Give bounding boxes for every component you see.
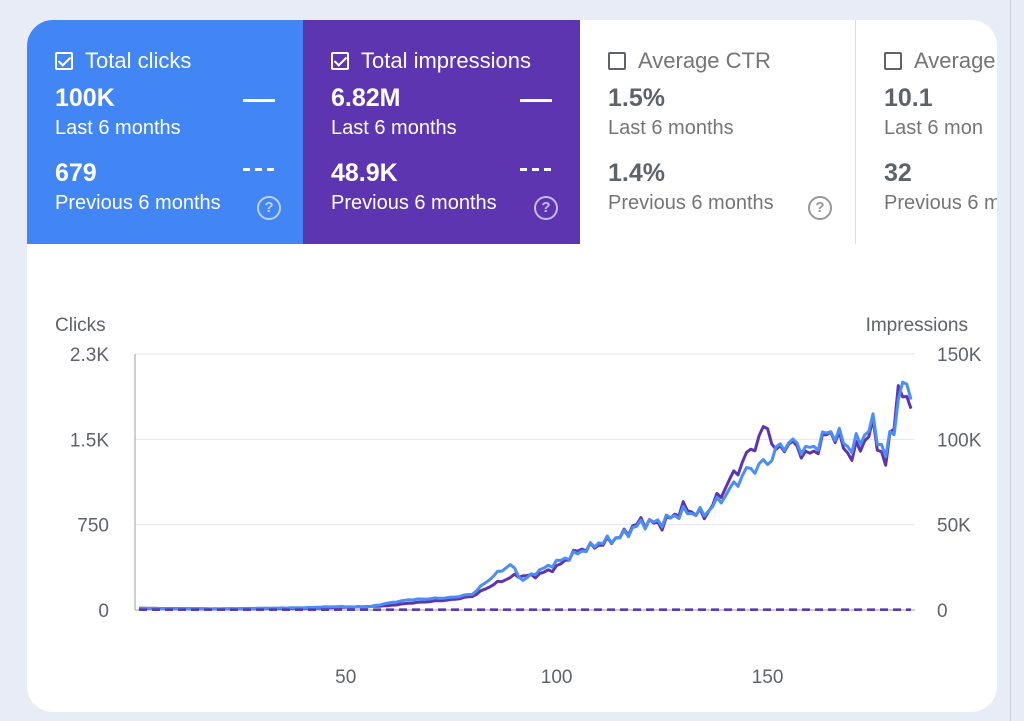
metric-period: Last 6 months bbox=[608, 117, 734, 139]
y-right-axis-label: Impressions bbox=[866, 315, 968, 336]
metric-previous-value: 48.9K bbox=[331, 159, 398, 187]
chart-svg: Clicks Impressions 2.3K 150K 1.5K 100K 750 50… bbox=[55, 315, 982, 688]
metric-value: 6.82M bbox=[331, 84, 401, 112]
metric-label: Average CTR bbox=[638, 48, 771, 73]
y-right-tick-label: 150K bbox=[937, 345, 982, 366]
metric-label: Average bbox=[914, 48, 996, 73]
x-tick-label: 150 bbox=[752, 667, 784, 688]
series-line bbox=[138, 380, 913, 611]
metric-period: Last 6 months bbox=[331, 117, 457, 139]
solid-line-legend-icon bbox=[243, 99, 275, 102]
chart-grid bbox=[134, 353, 915, 611]
window-edge bbox=[1010, 0, 1024, 721]
dashed-line-legend-icon bbox=[243, 168, 275, 171]
x-tick-label: 100 bbox=[541, 667, 573, 688]
metric-label: Total impressions bbox=[361, 48, 531, 73]
metric-tiles: Total clicks 100K Last 6 months 679 Prev… bbox=[27, 20, 997, 244]
help-icon[interactable]: ? bbox=[257, 196, 281, 220]
chart-ticks: 2.3K 150K 1.5K 100K 750 50K 0 0 50 100 150 bbox=[70, 345, 982, 688]
metric-previous-value: 1.4% bbox=[608, 159, 665, 187]
metric-previous-period: Previous 6 months bbox=[331, 192, 497, 214]
metric-tile-total-impressions[interactable]: Total impressions 6.82M Last 6 months 48… bbox=[303, 20, 580, 244]
metric-previous-period: Previous 6 m bbox=[884, 192, 997, 214]
chart-lines bbox=[138, 380, 913, 611]
metric-value: 1.5% bbox=[608, 84, 665, 112]
metric-value: 10.1 bbox=[884, 84, 933, 112]
checkbox-unchecked-icon[interactable] bbox=[884, 52, 902, 70]
metric-period: Last 6 months bbox=[55, 117, 181, 139]
y-right-tick-label: 100K bbox=[937, 430, 982, 451]
help-icon[interactable]: ? bbox=[808, 196, 832, 220]
performance-card: Total clicks 100K Last 6 months 679 Prev… bbox=[27, 20, 997, 712]
checkbox-checked-icon[interactable] bbox=[55, 52, 73, 70]
y-left-axis-label: Clicks bbox=[55, 315, 106, 336]
metric-previous-period: Previous 6 months bbox=[55, 192, 221, 214]
metric-value: 100K bbox=[55, 84, 115, 112]
metric-previous-period: Previous 6 months bbox=[608, 192, 774, 214]
checkbox-unchecked-icon[interactable] bbox=[608, 52, 626, 70]
metric-previous-value: 679 bbox=[55, 159, 97, 187]
dashed-line-legend-icon bbox=[520, 168, 552, 171]
metric-period: Last 6 mon bbox=[884, 117, 983, 139]
y-right-tick-label: 0 bbox=[937, 601, 948, 622]
help-icon[interactable]: ? bbox=[534, 196, 558, 220]
checkbox-checked-icon[interactable] bbox=[331, 52, 349, 70]
metric-tile-average-ctr[interactable]: Average CTR 1.5% Last 6 months 1.4% Prev… bbox=[580, 20, 856, 244]
metric-tile-average-position[interactable]: Average 10.1 Last 6 mon 32 Previous 6 m bbox=[856, 20, 997, 244]
y-right-tick-label: 50K bbox=[937, 516, 971, 537]
performance-chart: Clicks Impressions 2.3K 150K 1.5K 100K 750 50… bbox=[27, 244, 997, 712]
y-left-tick-label: 0 bbox=[98, 601, 109, 622]
x-tick-label: 50 bbox=[335, 667, 356, 688]
y-left-tick-label: 2.3K bbox=[70, 345, 109, 366]
metric-previous-value: 32 bbox=[884, 159, 912, 187]
y-left-tick-label: 1.5K bbox=[70, 430, 109, 451]
metric-tile-total-clicks[interactable]: Total clicks 100K Last 6 months 679 Prev… bbox=[27, 20, 303, 244]
metric-label: Total clicks bbox=[85, 48, 192, 73]
solid-line-legend-icon bbox=[520, 99, 552, 102]
y-left-tick-label: 750 bbox=[77, 516, 109, 537]
series-line bbox=[138, 384, 913, 611]
